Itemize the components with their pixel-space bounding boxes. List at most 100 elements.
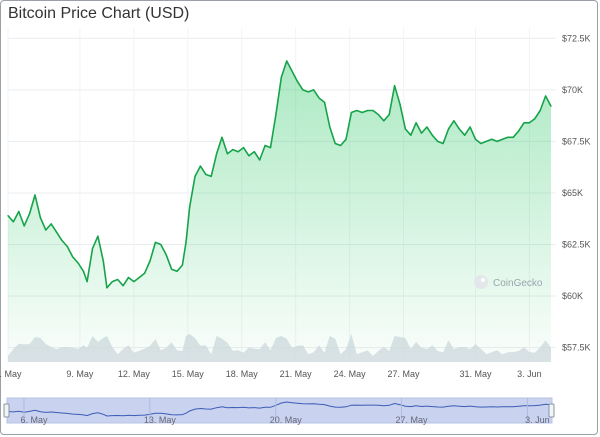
data-point: [50, 223, 52, 225]
data-point: [122, 285, 124, 287]
data-point: [383, 120, 385, 122]
data-point: [237, 151, 239, 153]
navigator-right-handle[interactable]: [548, 403, 555, 418]
data-point: [410, 134, 412, 136]
data-point: [545, 95, 547, 97]
watermark-text: CoinGecko: [493, 278, 543, 289]
data-point: [18, 210, 20, 213]
data-point: [404, 128, 406, 130]
data-point: [189, 206, 191, 208]
data-point: [154, 241, 156, 243]
data-point: [171, 268, 173, 270]
data-point: [138, 276, 140, 279]
data-point: [127, 276, 130, 279]
navigator-tick-label: 13. May: [144, 415, 177, 425]
data-point: [106, 287, 108, 289]
data-point: [149, 260, 151, 262]
data-point: [528, 122, 531, 124]
data-point: [144, 272, 146, 274]
data-point: [34, 194, 36, 196]
data-point: [280, 76, 282, 79]
navigator-left-handle[interactable]: [3, 403, 10, 418]
data-point: [345, 138, 347, 140]
chart-title: Bitcoin Price Chart (USD): [8, 5, 190, 22]
x-tick-label: 27. May: [388, 369, 421, 379]
data-point: [367, 109, 369, 112]
data-point: [296, 81, 299, 83]
navigator-tick-label: 20. May: [270, 415, 303, 425]
data-point: [91, 248, 94, 250]
data-point: [377, 114, 379, 116]
y-tick-label: $70K: [562, 85, 583, 95]
data-point: [7, 215, 9, 217]
y-tick-label: $57.5K: [562, 343, 591, 353]
data-point: [453, 120, 455, 122]
data-point: [323, 101, 326, 103]
data-point: [512, 136, 514, 138]
y-tick-label: $65K: [562, 188, 583, 198]
data-point: [45, 229, 47, 231]
navigator-tick-label: 6. May: [20, 415, 48, 425]
data-point: [205, 173, 207, 175]
range-navigator[interactable]: 6. May 13. May 20. May 27. May 3. Jun: [3, 397, 555, 425]
data-point: [431, 134, 433, 136]
x-tick-label: 12. May: [118, 369, 151, 379]
data-point: [55, 231, 58, 233]
x-tick-label: 21. May: [280, 369, 313, 379]
data-point: [97, 235, 99, 237]
data-point: [117, 278, 119, 281]
data-point: [176, 270, 178, 272]
data-point: [102, 260, 104, 262]
data-point: [361, 111, 363, 114]
data-point: [253, 151, 255, 153]
data-point: [242, 147, 245, 149]
x-tick-label: 31. May: [459, 369, 492, 379]
navigator-window[interactable]: [6, 397, 553, 424]
data-point: [334, 142, 336, 145]
data-point: [318, 97, 320, 99]
data-point: [437, 140, 439, 142]
coingecko-watermark: CoinGecko: [474, 275, 543, 289]
x-tick-label: 15. May: [172, 369, 205, 379]
y-tick-label: $67.5K: [562, 136, 591, 146]
data-point: [181, 264, 183, 266]
x-tick-label: 18. May: [226, 369, 259, 379]
data-point: [507, 136, 509, 138]
data-point: [199, 165, 201, 167]
data-point: [534, 118, 536, 120]
data-point: [372, 109, 374, 112]
data-point: [415, 122, 417, 124]
price-area-fill: [8, 61, 551, 362]
data-point: [394, 85, 396, 87]
data-point: [442, 142, 444, 145]
x-tick-label: 5. May: [0, 369, 22, 379]
coingecko-logo-icon: [474, 275, 488, 289]
data-point: [29, 213, 31, 215]
data-point: [259, 159, 261, 161]
data-point: [286, 60, 288, 62]
data-point: [329, 126, 331, 128]
data-point: [82, 270, 85, 272]
data-point: [426, 126, 428, 128]
data-point: [194, 175, 196, 177]
y-tick-label: $72.5K: [562, 33, 591, 43]
data-point: [61, 239, 63, 241]
data-point: [474, 138, 477, 140]
data-point: [350, 111, 352, 114]
data-point: [388, 114, 390, 116]
x-tick-label: 9. May: [66, 369, 94, 379]
data-point: [275, 114, 277, 116]
data-point: [485, 140, 487, 142]
data-point: [420, 132, 423, 134]
y-tick-label: $60K: [562, 291, 583, 301]
data-point: [77, 262, 79, 264]
data-point: [447, 128, 450, 130]
navigator-tick-label: 3. Jun: [525, 415, 550, 425]
data-point: [501, 138, 504, 140]
data-point: [340, 144, 342, 147]
data-point: [111, 281, 113, 283]
data-point: [518, 130, 520, 132]
data-point: [210, 175, 212, 177]
